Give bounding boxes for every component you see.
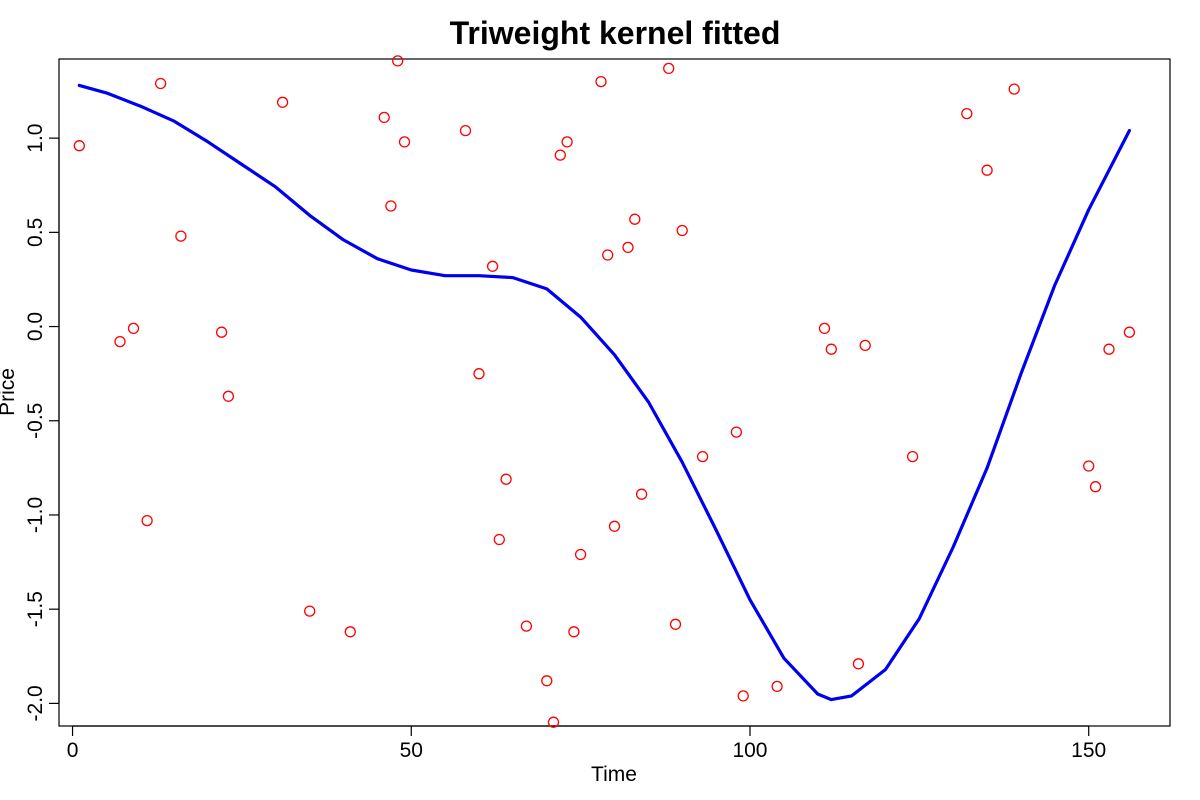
data-point: [730, 426, 743, 438]
data-point: [961, 107, 973, 120]
y-tick-label: -1.0: [24, 497, 47, 533]
data-point: [344, 626, 356, 638]
data-points-layer: [73, 55, 1136, 728]
data-point: [175, 230, 187, 242]
data-point: [127, 322, 140, 335]
data-point: [1083, 460, 1095, 472]
data-point: [486, 260, 499, 272]
data-point: [602, 249, 614, 261]
y-axis-label: Price: [0, 368, 19, 416]
data-point: [1123, 326, 1136, 338]
y-tick-label: 0.0: [24, 312, 47, 341]
data-point: [1089, 481, 1102, 493]
data-point: [154, 77, 167, 90]
chart-title: Triweight kernel fitted: [450, 15, 781, 51]
y-tick-label: -1.5: [24, 591, 47, 627]
data-point: [378, 111, 390, 124]
data-point: [1008, 83, 1020, 95]
data-point: [385, 200, 397, 212]
data-point: [141, 514, 153, 527]
y-tick-label: -2.0: [24, 685, 47, 721]
data-point: [561, 136, 573, 148]
data-point: [547, 716, 560, 728]
data-point: [473, 368, 485, 380]
data-point: [595, 75, 607, 88]
data-point: [541, 675, 553, 687]
y-axis: -2.0 -1.5 -1.0 -0.5 0.0 0.5 1.0: [24, 124, 60, 721]
data-point: [608, 520, 621, 532]
x-tick-label: 50: [400, 739, 423, 762]
x-tick-label: 100: [732, 739, 767, 762]
x-axis: 0 50 100 150: [67, 725, 1106, 762]
data-point: [398, 136, 411, 148]
data-point: [215, 326, 228, 338]
y-tick-label: -0.5: [24, 403, 47, 439]
data-point: [73, 140, 85, 152]
data-point: [629, 213, 641, 225]
data-point: [852, 658, 865, 670]
data-point: [635, 488, 648, 500]
data-point: [906, 450, 919, 463]
data-point: [568, 626, 580, 638]
data-point: [554, 149, 566, 161]
data-point: [669, 618, 682, 630]
data-point: [663, 62, 675, 75]
data-point: [493, 533, 505, 546]
data-point: [222, 390, 235, 402]
data-point: [825, 343, 837, 355]
data-point: [1103, 343, 1115, 355]
data-point: [981, 164, 993, 176]
data-point: [459, 124, 472, 137]
fitted-curve: [77, 83, 1131, 702]
y-tick-label: 0.5: [24, 218, 47, 247]
data-point: [859, 339, 871, 352]
data-point: [676, 224, 688, 237]
x-tick-label: 150: [1071, 739, 1106, 762]
data-point: [622, 241, 634, 254]
y-tick-label: 1.0: [24, 124, 47, 153]
data-point: [520, 620, 533, 632]
data-point: [818, 322, 831, 335]
data-point: [500, 473, 512, 485]
data-point: [696, 450, 709, 463]
fitted-curve-layer: [77, 83, 1131, 702]
data-point: [276, 96, 289, 108]
x-axis-label: Time: [591, 763, 637, 786]
data-point: [737, 690, 749, 702]
data-point: [574, 548, 587, 561]
data-point: [392, 55, 404, 67]
data-point: [114, 335, 126, 348]
data-point: [771, 680, 783, 693]
x-tick-label: 0: [67, 739, 79, 762]
data-point: [304, 605, 316, 617]
